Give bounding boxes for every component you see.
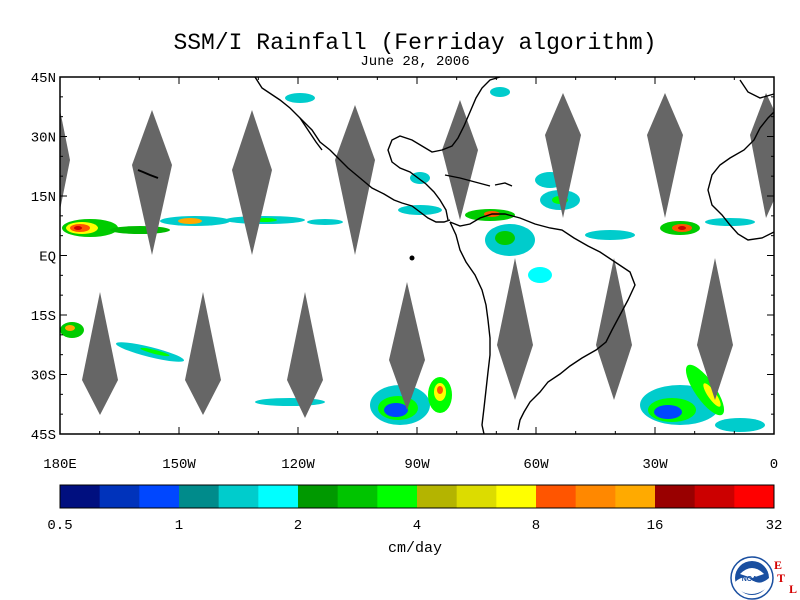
noaa-logo-text: NOAA <box>742 576 763 583</box>
colorbar-tick-label: 1 <box>175 518 183 534</box>
lon-label: 90W <box>404 457 430 473</box>
lon-label: 0 <box>770 457 778 473</box>
colorbar-swatch <box>496 485 537 508</box>
lat-label: 45N <box>31 71 56 87</box>
swath-gap <box>132 110 172 255</box>
hawaii-islands <box>137 169 159 179</box>
colorbar-swatch <box>218 485 259 508</box>
lon-label: 60W <box>523 457 549 473</box>
etl-letter-t: T <box>777 571 786 585</box>
colorbar-swatch <box>298 485 339 508</box>
africa-coast <box>707 111 775 241</box>
baja-peninsula <box>299 117 323 151</box>
lat-label: 15S <box>31 309 56 325</box>
colorbar-swatch <box>99 485 140 508</box>
cuba-island <box>444 174 491 187</box>
swath-gap <box>697 258 733 400</box>
rain-storm-south-atlantic <box>640 364 765 432</box>
swath-gap <box>647 93 683 218</box>
lat-label: EQ <box>39 250 56 266</box>
swath-gap <box>442 100 478 220</box>
swath-gap <box>389 282 425 410</box>
swath-gap <box>335 105 375 255</box>
map-date: June 28, 2006 <box>360 54 470 70</box>
colorbar-swatch <box>258 485 299 508</box>
colorbar-swatch <box>615 485 656 508</box>
longitude-labels: 180E 150W 120W 90W 60W 30W 0 <box>43 457 778 473</box>
swath-gap <box>287 292 323 418</box>
swath-gap <box>750 93 774 218</box>
colorbar-swatch <box>377 485 418 508</box>
colorbar-swatch <box>734 485 775 508</box>
colorbar-tick-label: 16 <box>647 518 664 534</box>
swath-gap <box>545 93 581 218</box>
swath-gaps <box>60 93 774 418</box>
latitude-labels: 45N 30N 15N EQ 15S 30S 45S <box>31 71 56 444</box>
colorbar-swatch <box>694 485 735 508</box>
north-america-coast <box>254 76 451 223</box>
colorbar <box>59 484 775 509</box>
lon-label: 120W <box>281 457 315 473</box>
lon-label: 30W <box>642 457 668 473</box>
colorbar-swatch <box>456 485 497 508</box>
latitude-ticks <box>60 76 774 435</box>
lat-label: 30S <box>31 369 56 385</box>
etl-letter-l: L <box>789 582 798 596</box>
colorbar-tick-label: 2 <box>294 518 302 534</box>
colorbar-swatch <box>139 485 180 508</box>
lat-label: 30N <box>31 131 56 147</box>
colorbar-swatch <box>60 485 101 508</box>
colorbar-swatch <box>179 485 220 508</box>
etl-letter-e: E <box>774 558 783 572</box>
colorbar-tick-label: 0.5 <box>47 518 72 534</box>
etl-mark: E T L <box>774 558 800 598</box>
south-america-west-coast <box>449 221 491 435</box>
south-america-coast <box>449 213 636 431</box>
swath-gap <box>60 110 70 210</box>
colorbar-tick-labels: 0.5 1 2 4 8 16 32 <box>47 518 782 534</box>
colorbar-swatch <box>337 485 378 508</box>
colorbar-swatch <box>575 485 616 508</box>
rain-amazon <box>485 224 552 283</box>
iberia-coast <box>739 79 775 99</box>
swath-gap <box>232 110 272 255</box>
lat-label: 45S <box>31 428 56 444</box>
hispaniola-island <box>494 182 513 187</box>
rainfall-patches <box>60 87 765 432</box>
colorbar-tick-label: 4 <box>413 518 421 534</box>
rain-storm-southeast-pacific <box>370 377 452 425</box>
swath-gap <box>185 292 221 415</box>
colorbar-units: cm/day <box>387 540 442 557</box>
swath-gap <box>596 258 632 400</box>
map-title: SSM/I Rainfall (Ferriday algorithm) <box>173 30 657 56</box>
lat-label: 15N <box>31 190 56 206</box>
galapagos-island <box>409 255 415 261</box>
swath-gap <box>497 258 533 400</box>
colorbar-frame <box>59 484 775 509</box>
colorbar-tick-label: 32 <box>766 518 783 534</box>
swath-gap <box>82 292 118 415</box>
noaa-logo-icon: NOAA <box>730 556 774 600</box>
colorbar-swatch <box>417 485 458 508</box>
longitude-ticks <box>59 77 775 434</box>
lon-label: 150W <box>162 457 196 473</box>
colorbar-swatch <box>536 485 577 508</box>
rain-band-itcz-west <box>62 216 343 237</box>
coastlines <box>137 76 775 435</box>
colorbar-swatch <box>655 485 696 508</box>
colorbar-tick-label: 8 <box>532 518 540 534</box>
lon-label: 180E <box>43 457 77 473</box>
gulf-coast <box>387 76 501 221</box>
